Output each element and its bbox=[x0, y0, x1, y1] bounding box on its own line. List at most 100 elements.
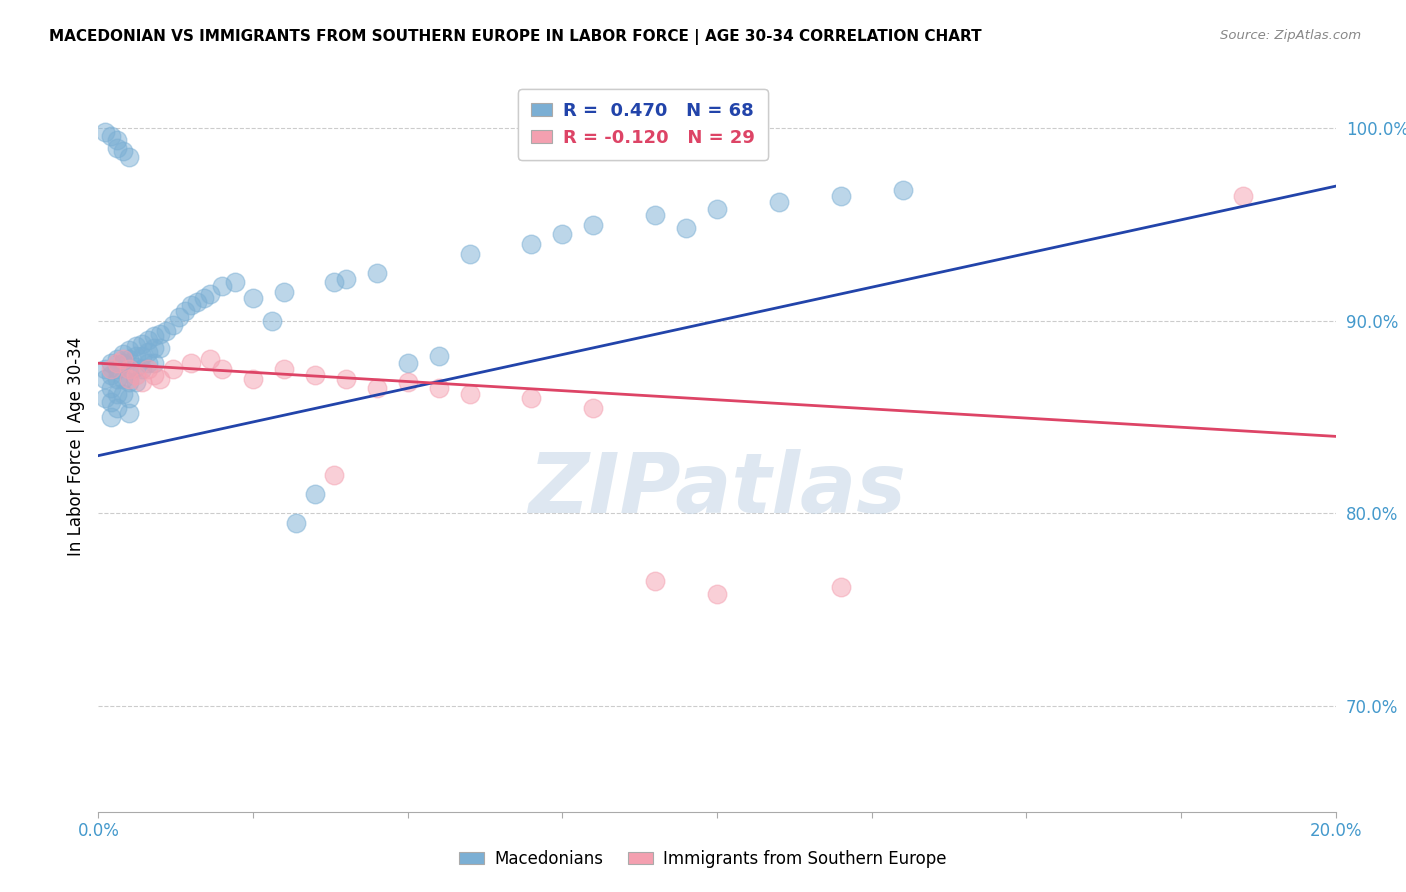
Point bbox=[124, 376, 146, 390]
Point bbox=[180, 298, 202, 312]
Point bbox=[118, 362, 141, 376]
Text: Source: ZipAtlas.com: Source: ZipAtlas.com bbox=[1220, 29, 1361, 42]
Point bbox=[143, 356, 166, 370]
Point bbox=[304, 368, 326, 382]
Point bbox=[322, 276, 344, 290]
Point bbox=[1232, 188, 1254, 202]
Point bbox=[105, 141, 128, 155]
Point bbox=[644, 574, 666, 588]
Point bbox=[830, 188, 852, 202]
Text: MACEDONIAN VS IMMIGRANTS FROM SOUTHERN EUROPE IN LABOR FORCE | AGE 30-34 CORRELA: MACEDONIAN VS IMMIGRANTS FROM SOUTHERN E… bbox=[49, 29, 981, 45]
Point bbox=[118, 391, 141, 405]
Point bbox=[155, 324, 177, 338]
Point bbox=[118, 150, 141, 164]
Point bbox=[149, 327, 172, 342]
Point bbox=[105, 371, 128, 385]
Point bbox=[112, 145, 135, 159]
Point bbox=[644, 208, 666, 222]
Point bbox=[131, 349, 153, 363]
Point bbox=[112, 352, 135, 367]
Point bbox=[100, 362, 122, 376]
Point bbox=[100, 381, 122, 395]
Point bbox=[149, 341, 172, 355]
Point bbox=[131, 376, 153, 390]
Point bbox=[118, 352, 141, 367]
Point bbox=[224, 276, 246, 290]
Point bbox=[112, 356, 135, 370]
Point bbox=[112, 371, 135, 385]
Point bbox=[136, 356, 159, 370]
Point bbox=[198, 352, 221, 367]
Legend: R =  0.470   N = 68, R = -0.120   N = 29: R = 0.470 N = 68, R = -0.120 N = 29 bbox=[517, 89, 768, 160]
Point bbox=[149, 371, 172, 385]
Point bbox=[112, 387, 135, 401]
Point bbox=[124, 339, 146, 353]
Point bbox=[131, 362, 153, 376]
Point bbox=[118, 376, 141, 390]
Point bbox=[136, 333, 159, 347]
Point bbox=[242, 291, 264, 305]
Point bbox=[180, 356, 202, 370]
Point bbox=[118, 362, 141, 376]
Point bbox=[100, 356, 122, 370]
Point bbox=[167, 310, 190, 324]
Point bbox=[162, 362, 184, 376]
Point bbox=[105, 387, 128, 401]
Point bbox=[124, 368, 146, 382]
Point bbox=[211, 362, 233, 376]
Point bbox=[100, 129, 122, 144]
Point bbox=[768, 194, 790, 209]
Point bbox=[427, 349, 450, 363]
Point bbox=[366, 381, 388, 395]
Point bbox=[93, 371, 115, 385]
Point bbox=[143, 341, 166, 355]
Point bbox=[335, 271, 357, 285]
Point bbox=[675, 221, 697, 235]
Point bbox=[273, 285, 295, 299]
Point bbox=[706, 202, 728, 217]
Point bbox=[143, 329, 166, 343]
Point bbox=[118, 343, 141, 357]
Point bbox=[136, 344, 159, 359]
Point bbox=[100, 410, 122, 425]
Point bbox=[582, 401, 605, 415]
Point bbox=[136, 362, 159, 376]
Point bbox=[273, 362, 295, 376]
Point bbox=[211, 279, 233, 293]
Point bbox=[322, 467, 344, 482]
Y-axis label: In Labor Force | Age 30-34: In Labor Force | Age 30-34 bbox=[66, 336, 84, 556]
Point bbox=[260, 314, 283, 328]
Point bbox=[193, 291, 215, 305]
Point bbox=[285, 516, 308, 530]
Point bbox=[520, 236, 543, 251]
Point bbox=[427, 381, 450, 395]
Point bbox=[105, 352, 128, 367]
Point bbox=[93, 125, 115, 139]
Point bbox=[891, 183, 914, 197]
Point bbox=[118, 371, 141, 385]
Point bbox=[105, 362, 128, 376]
Point bbox=[198, 287, 221, 301]
Point bbox=[124, 360, 146, 375]
Point bbox=[162, 318, 184, 332]
Point bbox=[174, 304, 197, 318]
Point bbox=[830, 580, 852, 594]
Legend: Macedonians, Immigrants from Southern Europe: Macedonians, Immigrants from Southern Eu… bbox=[453, 844, 953, 875]
Point bbox=[186, 294, 208, 309]
Point bbox=[93, 362, 115, 376]
Point bbox=[520, 391, 543, 405]
Point bbox=[105, 356, 128, 370]
Point bbox=[100, 368, 122, 382]
Point bbox=[105, 133, 128, 147]
Point bbox=[100, 394, 122, 409]
Point bbox=[124, 349, 146, 363]
Point bbox=[112, 346, 135, 360]
Point bbox=[304, 487, 326, 501]
Point bbox=[131, 337, 153, 351]
Point bbox=[582, 218, 605, 232]
Point bbox=[458, 387, 481, 401]
Point bbox=[396, 376, 419, 390]
Point bbox=[93, 391, 115, 405]
Text: ZIPatlas: ZIPatlas bbox=[529, 450, 905, 531]
Point bbox=[105, 401, 128, 415]
